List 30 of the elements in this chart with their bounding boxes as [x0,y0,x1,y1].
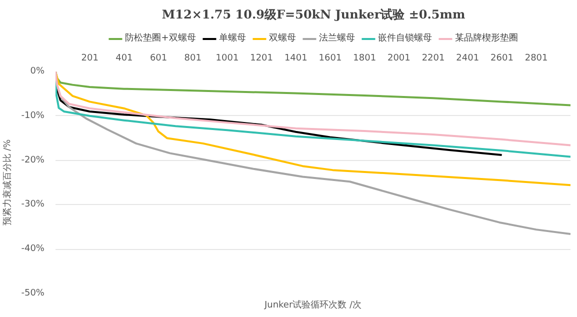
x-tick-label: 1601 [318,54,342,64]
x-tick-label: 2401 [456,54,480,64]
y-tick-label: -20% [21,155,45,166]
x-tick-label: 1801 [353,54,376,64]
legend-label: 法兰螺母 [318,32,355,44]
x-tick-label: 2601 [490,54,514,64]
x-tick-label: 601 [150,54,168,64]
x-axis-title: Junker试验循环次数 /次 [263,300,362,310]
x-tick-label: 1201 [250,54,274,64]
y-tick-label: -10% [21,110,45,121]
legend-label: 嵌件自锁螺母 [378,32,432,44]
x-tick-label: 2801 [524,54,548,64]
x-tick-label: 401 [116,54,133,64]
x-tick-label: 201 [81,54,98,64]
y-axis-title: 预紧力衰减百分比 /% [2,138,14,226]
y-tick-label: -30% [21,200,45,210]
x-tick-label: 2001 [387,54,410,64]
line-series [56,72,570,186]
y-tick-label: -50% [21,288,45,298]
x-tick-label: 1401 [284,54,308,64]
legend-label: 双螺母 [268,32,296,44]
legend-label: 防松垫圈+双螺母 [125,32,196,44]
x-tick-label: 801 [184,54,202,64]
chart-title: M12×1.75 10.9级F=50kN Junker试验 ±0.5mm [162,8,466,22]
x-tick-label: 1001 [216,54,239,64]
legend-label: 单螺母 [218,32,246,44]
legend-label: 某品牌楔形垫圈 [454,32,518,44]
y-tick-label: 0% [30,66,45,76]
x-tick-label: 2201 [422,54,445,64]
y-tick-label: -40% [21,244,45,254]
